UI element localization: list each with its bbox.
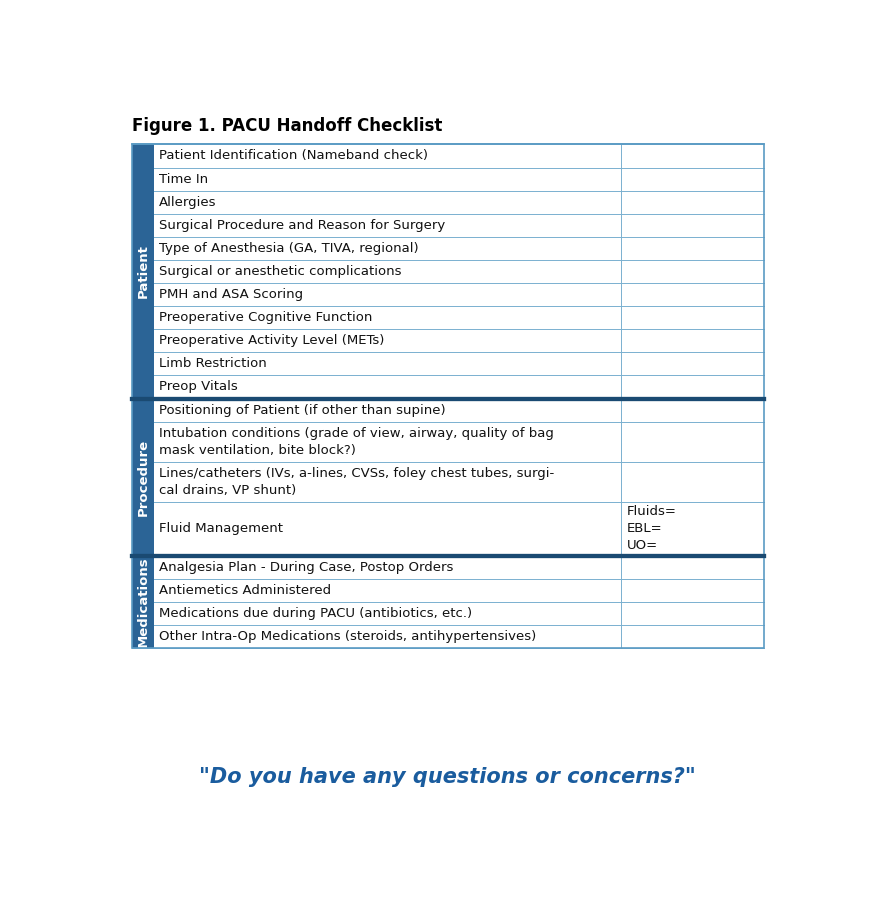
Text: Figure 1. PACU Handoff Checklist: Figure 1. PACU Handoff Checklist — [133, 117, 443, 135]
Text: Allergies: Allergies — [160, 196, 217, 209]
Text: Limb Restriction: Limb Restriction — [160, 358, 267, 371]
Bar — [133, 399, 154, 555]
Text: Lines/catheters (IVs, a-lines, CVSs, foley chest tubes, surgi-
cal drains, VP sh: Lines/catheters (IVs, a-lines, CVSs, fol… — [160, 467, 555, 497]
Text: Fluids=
EBL=
UO=: Fluids= EBL= UO= — [627, 505, 677, 552]
Bar — [133, 145, 764, 648]
Text: Preoperative Activity Level (METs): Preoperative Activity Level (METs) — [160, 334, 385, 348]
Text: Analgesia Plan - During Case, Postop Orders: Analgesia Plan - During Case, Postop Ord… — [160, 561, 453, 574]
Text: Procedure: Procedure — [137, 438, 150, 516]
Text: Time In: Time In — [160, 173, 208, 186]
Text: PMH and ASA Scoring: PMH and ASA Scoring — [160, 288, 303, 301]
Text: Patient Identification (Nameband check): Patient Identification (Nameband check) — [160, 149, 428, 163]
Text: Surgical Procedure and Reason for Surgery: Surgical Procedure and Reason for Surger… — [160, 219, 446, 231]
Text: Medications: Medications — [137, 556, 150, 647]
Text: Other Intra-Op Medications (steroids, antihypertensives): Other Intra-Op Medications (steroids, an… — [160, 630, 536, 643]
Text: Positioning of Patient (if other than supine): Positioning of Patient (if other than su… — [160, 404, 446, 416]
Text: Type of Anesthesia (GA, TIVA, regional): Type of Anesthesia (GA, TIVA, regional) — [160, 242, 419, 255]
Text: Medications due during PACU (antibiotics, etc.): Medications due during PACU (antibiotics… — [160, 607, 473, 619]
Text: Surgical or anesthetic complications: Surgical or anesthetic complications — [160, 265, 402, 278]
Text: Patient: Patient — [137, 244, 150, 298]
Text: Intubation conditions (grade of view, airway, quality of bag
mask ventilation, b: Intubation conditions (grade of view, ai… — [160, 426, 555, 457]
Text: "Do you have any questions or concerns?": "Do you have any questions or concerns?" — [199, 768, 695, 788]
Bar — [133, 145, 154, 399]
Text: Preoperative Cognitive Function: Preoperative Cognitive Function — [160, 311, 372, 324]
Text: Preop Vitals: Preop Vitals — [160, 381, 238, 393]
Text: Fluid Management: Fluid Management — [160, 522, 283, 535]
Bar — [133, 555, 154, 648]
Text: Antiemetics Administered: Antiemetics Administered — [160, 584, 331, 597]
